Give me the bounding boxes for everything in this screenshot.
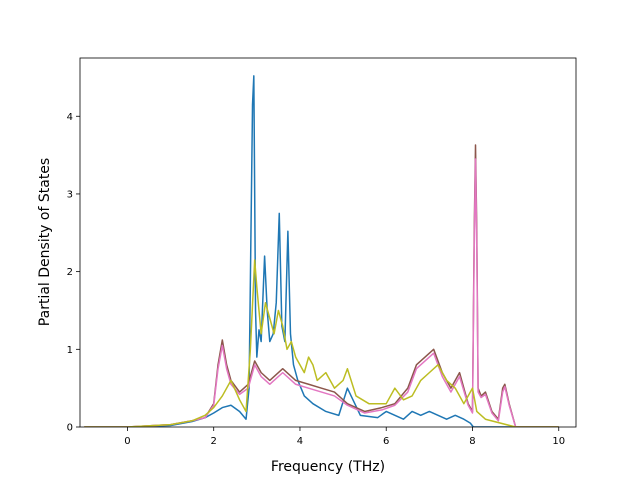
x-tick-label: 8: [469, 436, 475, 447]
x-axis-label: Frequency (THz): [271, 459, 385, 475]
series-line-3: [84, 158, 559, 427]
x-tick-label: 2: [211, 436, 217, 447]
x-tick-label: 6: [383, 436, 389, 447]
x-tick-label: 10: [552, 436, 565, 447]
y-tick-label: 1: [67, 345, 73, 356]
series-line-2: [84, 144, 559, 427]
plot-frame: [79, 57, 577, 428]
x-axis-ticks: 0 2 4 6 8 10: [124, 427, 565, 447]
y-axis-label: Partial Density of States: [37, 158, 53, 326]
x-tick-label: 0: [124, 436, 130, 447]
y-tick-label: 0: [67, 423, 73, 434]
y-tick-label: 4: [67, 112, 73, 123]
series-line-1: [84, 75, 559, 427]
y-tick-label: 3: [67, 189, 73, 200]
y-axis-ticks: 0 1 2 3 4: [67, 112, 80, 434]
y-tick-label: 2: [67, 267, 73, 278]
x-tick-label: 4: [297, 436, 303, 447]
series-layer: [84, 75, 559, 427]
series-line-4: [84, 259, 559, 427]
